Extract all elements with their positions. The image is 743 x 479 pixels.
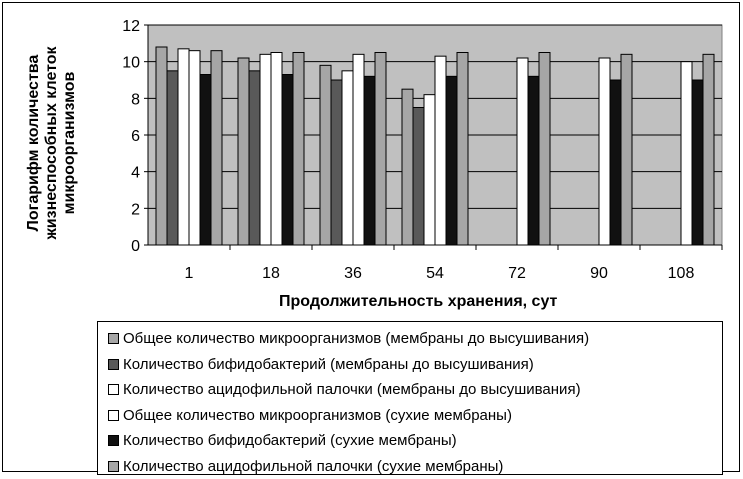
legend-label: Общее количество микроорганизмов (сухие … (123, 407, 512, 424)
legend-swatch (108, 333, 119, 344)
legend-label: Количество ацидофильной палочки (сухие м… (123, 458, 503, 475)
y-tick-label: 10 (122, 55, 140, 72)
bar (435, 56, 446, 245)
bar (681, 62, 692, 245)
y-tick-label: 4 (131, 165, 140, 182)
x-tick-label: 90 (590, 265, 608, 282)
bar (189, 51, 200, 245)
bar (271, 53, 282, 246)
y-axis-title-line-3: микроорганизмов (61, 43, 79, 243)
x-tick-label: 108 (668, 265, 695, 282)
bar (167, 71, 178, 245)
bar (703, 54, 714, 245)
legend-label: Общее количество микроорганизмов (мембра… (123, 330, 589, 347)
bar (375, 53, 386, 246)
y-tick-label: 2 (131, 201, 140, 218)
legend-item: Количество ацидофильной палочки (сухие м… (108, 454, 722, 479)
bar (260, 54, 271, 245)
legend-label: Количество бифидобактерий (сухие мембран… (123, 432, 457, 449)
y-axis-title: Логарифм количества жизнеспособных клето… (7, 43, 97, 243)
bar (692, 80, 703, 245)
bar (610, 80, 621, 245)
bar (402, 89, 413, 245)
x-tick-label: 18 (262, 265, 280, 282)
x-tick-label: 1 (185, 265, 194, 282)
bar (156, 47, 167, 245)
bar (539, 53, 550, 246)
legend-label: Количество бифидобактерий (мембраны до в… (123, 356, 534, 373)
bar (178, 49, 189, 245)
y-tick-label: 6 (131, 128, 140, 145)
bars-layer (156, 47, 714, 245)
x-tick-label: 72 (508, 265, 526, 282)
bar (413, 108, 424, 246)
legend-swatch (108, 410, 119, 421)
bar (517, 58, 528, 245)
bar (528, 76, 539, 245)
bar (282, 75, 293, 246)
bar (249, 71, 260, 245)
bar (238, 58, 249, 245)
bar (599, 58, 610, 245)
x-axis-title: Продолжительность хранения, сут (279, 293, 557, 311)
legend-swatch (108, 461, 119, 472)
legend: Общее количество микроорганизмов (мембра… (97, 321, 723, 475)
bar (211, 51, 222, 245)
y-tick-label: 8 (131, 91, 140, 108)
x-tick-label: 36 (344, 265, 362, 282)
bar (446, 76, 457, 245)
legend-item: Общее количество микроорганизмов (сухие … (108, 403, 722, 429)
bar (457, 53, 468, 246)
bar (320, 65, 331, 245)
bar (621, 54, 632, 245)
bar (293, 53, 304, 246)
chart-frame: 0 2 4 6 8 10 12 1 18 36 54 72 90 108 Логарифм количес… (2, 2, 740, 472)
legend-item: Количество ацидофильной палочки (мембран… (108, 377, 722, 403)
bar (353, 54, 364, 245)
y-axis-title-line-1: Логарифм количества (25, 43, 43, 243)
bar (424, 95, 435, 245)
legend-item: Общее количество микроорганизмов (мембра… (108, 326, 722, 352)
legend-label: Количество ацидофильной палочки (мембран… (123, 381, 581, 398)
y-axis-title-line-2: жизнеспособных клеток (43, 43, 61, 243)
legend-item: Количество бифидобактерий (мембраны до в… (108, 352, 722, 378)
legend-item: Количество бифидобактерий (сухие мембран… (108, 428, 722, 454)
y-tick-label: 12 (122, 18, 140, 35)
x-tick-label: 54 (426, 265, 444, 282)
y-tick-label: 0 (131, 238, 140, 255)
legend-swatch (108, 435, 119, 446)
bar (342, 71, 353, 245)
bar (364, 76, 375, 245)
legend-swatch (108, 359, 119, 370)
bar (331, 80, 342, 245)
bar (200, 75, 211, 246)
legend-swatch (108, 384, 119, 395)
